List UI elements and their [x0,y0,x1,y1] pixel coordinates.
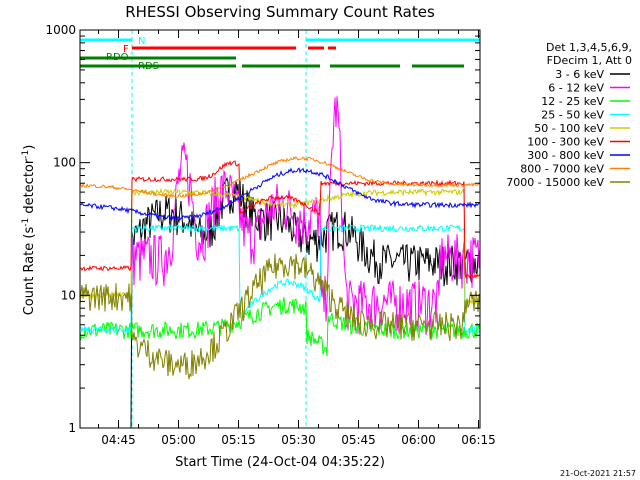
y-tick-label: 10 [61,288,76,302]
x-tick-label: 05:30 [281,433,316,447]
y-tick-label: 1000 [45,23,76,37]
chart-title: RHESSI Observing Summary Count Rates [125,3,435,21]
legend-header-line: FDecim 1, Att 0 [547,54,632,67]
y-tick-label: 1 [68,421,76,435]
rdo-label: RDO [106,52,129,63]
plot-frame [79,29,481,429]
x-tick-label: 05:45 [341,433,376,447]
series-line [79,223,481,335]
legend: Det 1,3,4,5,6,9, FDecim 1, Att 0 3 - 6 k… [506,41,632,189]
rds-label: RDS [138,61,159,72]
footer-timestamp: 21-Oct-2021 21:57 [560,469,636,478]
series-line [79,167,481,222]
night-label: N [138,36,145,47]
series-line [79,253,481,380]
x-tick-label: 05:00 [161,433,196,447]
y-axis: 1 10 100 1000 [45,23,480,435]
x-axis: 04:45 05:00 05:15 05:30 05:45 06:00 06:15 [98,30,496,447]
series-group [79,96,481,429]
legend-label: 800 - 7000 keV [520,163,604,176]
series-line [79,155,481,199]
legend-label: 7000 - 15000 keV [506,176,604,189]
series-line [131,96,481,335]
series-line [79,187,481,306]
series-line [128,176,481,429]
legend-label: 6 - 12 keV [548,82,604,95]
legend-label: 25 - 50 keV [541,109,604,122]
legend-label: 12 - 25 keV [541,95,604,108]
y-tick-label: 100 [53,156,76,170]
series-line [79,160,481,279]
x-tick-label: 06:00 [401,433,436,447]
legend-label: 50 - 100 keV [534,122,604,135]
flare-label: F [123,44,129,55]
legend-label: 300 - 800 keV [527,149,604,162]
legend-label: 100 - 300 keV [527,136,604,149]
legend-header-line: Det 1,3,4,5,6,9, [546,41,632,54]
x-axis-label: Start Time (24-Oct-04 04:35:22) [175,455,385,470]
x-tick-label: 04:45 [101,433,136,447]
legend-label: 3 - 6 keV [555,68,604,81]
y-axis-label: Count Rate (s-1 detector-1) [21,145,37,316]
x-tick-label: 06:15 [461,433,496,447]
x-tick-label: 05:15 [221,433,256,447]
